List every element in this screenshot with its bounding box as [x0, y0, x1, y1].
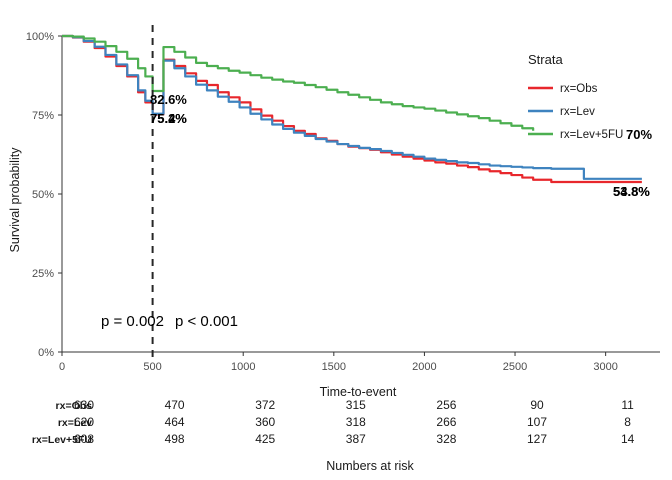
- risk-cell: 360: [255, 415, 275, 429]
- legend: Strata rx=Obs rx=Lev rx=Lev+5FU: [528, 52, 623, 141]
- legend-title: Strata: [528, 52, 563, 67]
- x-tick-label: 3000: [593, 361, 617, 373]
- risk-cell: 620: [74, 415, 94, 429]
- risk-cell: 630: [74, 398, 94, 412]
- risk-cell: 372: [255, 398, 275, 412]
- annotations-layer: 82.6% 75.2%75.4% 70% 53.8%54.8% p = 0.002 p <…: [101, 92, 652, 330]
- risk-cell: 470: [165, 398, 185, 412]
- end-label-1: 53.8%: [613, 184, 650, 199]
- landmark-label-2: 75.4%: [150, 111, 187, 126]
- pvalue-label-0: p = 0.002: [101, 313, 164, 330]
- risk-cell: 90: [530, 398, 544, 412]
- risk-cell: 107: [527, 415, 547, 429]
- x-axis-title: Time-to-event: [320, 385, 397, 399]
- km-curve-rx-lev-5fu: [62, 34, 535, 131]
- axes-layer: 0% 25% 50% 75% 100% 0 500 1000 1500 2000 2500 3000: [26, 31, 660, 373]
- risk-cell: 318: [346, 415, 366, 429]
- y-tick-label: 75%: [32, 110, 54, 122]
- x-tick-label: 0: [59, 361, 65, 373]
- y-tick-label: 50%: [32, 189, 54, 201]
- risk-cell: 127: [527, 432, 547, 446]
- end-label-2: 54.8%: [613, 184, 650, 199]
- risk-cell: 8: [624, 415, 631, 429]
- risk-cell: 315: [346, 398, 366, 412]
- pvalue-label-1: p < 0.001: [175, 313, 238, 330]
- y-tick-label: 100%: [26, 31, 54, 43]
- y-tick-label: 25%: [32, 268, 54, 280]
- x-tick-label: 2500: [503, 361, 527, 373]
- risk-row-label-2: rx=Lev+5FU: [32, 434, 92, 446]
- x-tick-label: 500: [143, 361, 161, 373]
- risk-cell: 14: [621, 432, 635, 446]
- legend-label-0: rx=Obs: [560, 83, 598, 95]
- risk-cell: 266: [436, 415, 456, 429]
- risk-cell: 498: [165, 432, 185, 446]
- risk-cell: 387: [346, 432, 366, 446]
- km-curve-rx-lev: [62, 34, 642, 180]
- risk-cell: 608: [74, 432, 94, 446]
- landmark-label-0: 82.6%: [150, 92, 187, 107]
- risk-cell: 11: [621, 398, 634, 412]
- y-tick-label: 0%: [38, 347, 54, 359]
- risk-cell: 256: [436, 398, 456, 412]
- risk-table-caption: Numbers at risk: [326, 459, 414, 473]
- risk-cell: 464: [165, 415, 185, 429]
- y-axis-title: Survival probability: [8, 147, 22, 253]
- end-label-0: 70%: [626, 127, 652, 142]
- risk-cell: 328: [436, 432, 456, 446]
- legend-label-1: rx=Lev: [560, 106, 595, 118]
- risk-row-label-1: rx=Lev: [58, 417, 92, 429]
- risk-cell: 425: [255, 432, 275, 446]
- legend-label-2: rx=Lev+5FU: [560, 129, 623, 141]
- x-tick-label: 2000: [412, 361, 436, 373]
- x-tick-label: 1500: [322, 361, 346, 373]
- curves-layer: [62, 34, 642, 184]
- risk-row-label-0: rx=Obs: [56, 400, 93, 412]
- x-tick-label: 1000: [231, 361, 255, 373]
- landmark-label-1: 75.2%: [150, 111, 187, 126]
